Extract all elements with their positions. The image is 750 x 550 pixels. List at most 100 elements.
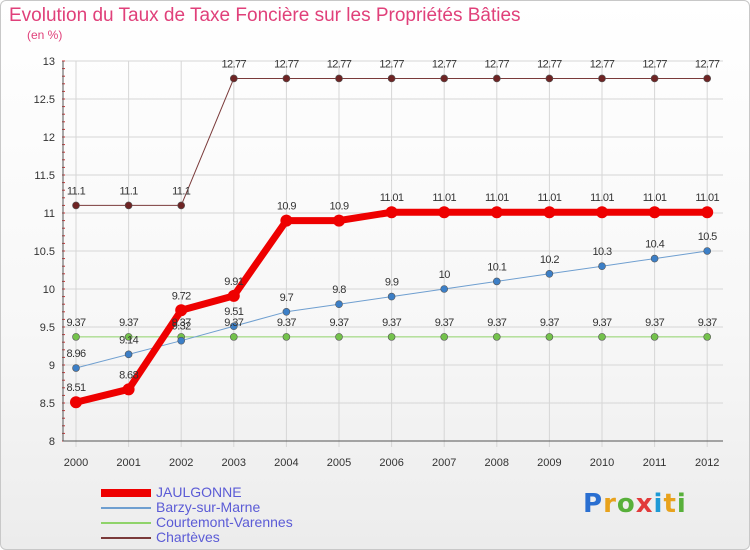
- data-point: [703, 333, 712, 341]
- y-tick-label: 10: [43, 284, 55, 296]
- data-point: [282, 333, 291, 341]
- data-point: [545, 269, 554, 278]
- data-label: 12.77: [642, 58, 667, 70]
- data-label: 12.77: [327, 58, 352, 70]
- data-label: 12.77: [695, 58, 720, 70]
- data-label: 12.77: [590, 58, 615, 70]
- y-tick-label: 13: [43, 56, 55, 68]
- data-label-layer: 11.1 11.1 11.1 12.77 12.77 12.77 12.77 12.77 12.…: [66, 58, 720, 394]
- chart-title: Evolution du Taux de Taxe Foncière sur l…: [9, 5, 521, 26]
- data-label: 9.37: [277, 317, 296, 329]
- data-label: 8.51: [66, 382, 85, 394]
- data-point: [387, 292, 396, 301]
- data-label: 9.37: [698, 317, 717, 329]
- logo-letter: P: [583, 489, 604, 519]
- data-label: 11.01: [380, 192, 404, 204]
- data-label: 11.01: [695, 192, 719, 204]
- data-label: 8.96: [66, 348, 85, 360]
- data-label: 11.1: [172, 185, 191, 197]
- data-label: 11.1: [119, 185, 138, 197]
- data-point: [70, 396, 82, 409]
- data-label: 9.37: [592, 317, 611, 329]
- data-label: 9.37: [119, 317, 138, 329]
- data-point: [438, 206, 451, 219]
- data-point: [124, 333, 133, 341]
- legend-label: Barzy-sur-Marne: [156, 499, 261, 515]
- data-point: [282, 74, 291, 83]
- data-point: [545, 74, 554, 83]
- data-point: [596, 206, 608, 219]
- data-point: [543, 206, 556, 219]
- logo-letter: i: [653, 489, 664, 519]
- data-point: [230, 333, 238, 341]
- data-label: 9.37: [224, 317, 243, 329]
- data-point: [335, 74, 343, 83]
- chart-subtitle: (en %): [27, 28, 63, 42]
- logo-letter: i: [676, 489, 687, 519]
- data-label: 12.77: [222, 58, 247, 70]
- x-tick-label: 2002: [169, 457, 193, 469]
- data-label: 9.37: [487, 317, 506, 329]
- data-label: 10.1: [487, 261, 506, 273]
- data-label: 12.77: [537, 58, 562, 70]
- data-point: [703, 247, 712, 255]
- legend-swatch: [101, 507, 151, 509]
- data-point: [177, 336, 185, 345]
- y-tick-label: 8: [49, 436, 55, 448]
- data-point: [124, 201, 133, 210]
- logo-letter: t: [663, 489, 677, 519]
- data-point: [230, 322, 238, 331]
- data-label: 11.01: [643, 192, 667, 204]
- data-point: [72, 333, 80, 341]
- data-label: 10.9: [277, 201, 296, 213]
- data-point: [175, 304, 188, 317]
- data-point: [282, 307, 291, 316]
- y-tick-label: 8.5: [40, 398, 55, 410]
- data-label: 11.01: [485, 192, 509, 204]
- y-tick-label: 9: [49, 360, 55, 372]
- data-point: [72, 201, 80, 210]
- data-point: [490, 206, 503, 219]
- x-tick-label: 2010: [590, 457, 614, 469]
- x-tick-label: 2012: [695, 457, 719, 469]
- y-tick-label: 9.5: [40, 322, 55, 334]
- data-label: 11.01: [538, 192, 562, 204]
- x-tick-label: 2005: [327, 457, 351, 469]
- data-point: [650, 333, 659, 341]
- data-point: [227, 289, 240, 302]
- x-tick-label: 2001: [116, 457, 140, 469]
- logo-letter: o: [616, 489, 636, 519]
- data-point: [333, 214, 345, 227]
- proxiti-logo: Proxiti: [583, 489, 687, 519]
- x-tick-label: 2006: [379, 457, 403, 469]
- data-point: [335, 333, 343, 341]
- data-point: [598, 74, 606, 83]
- data-point: [648, 206, 661, 219]
- data-label: 12.77: [485, 58, 510, 70]
- y-tick-label: 12: [43, 132, 55, 144]
- data-point: [492, 74, 501, 83]
- data-label: 9.37: [329, 317, 348, 329]
- data-label: 10.5: [698, 231, 717, 243]
- data-label: 9.91: [224, 276, 243, 288]
- x-tick-label: 2008: [485, 457, 509, 469]
- data-point: [177, 201, 185, 210]
- legend-label: Courtemont-Varennes: [156, 514, 293, 530]
- data-point: [545, 333, 554, 341]
- data-point: [701, 206, 714, 219]
- logo-letter: x: [635, 489, 654, 519]
- data-label: 9.51: [224, 306, 243, 318]
- data-label: 9.9: [385, 277, 399, 289]
- data-point: [122, 383, 135, 396]
- data-label: 10: [439, 269, 451, 281]
- data-point: [598, 333, 606, 341]
- x-tick-label: 2004: [274, 457, 298, 469]
- series-layer: [70, 74, 714, 409]
- data-label: 9.37: [540, 317, 559, 329]
- data-label: 9.37: [435, 317, 454, 329]
- data-label: 9.14: [119, 334, 138, 346]
- data-label: 11.01: [432, 192, 456, 204]
- grid-layer: [63, 60, 723, 447]
- data-label: 9.37: [172, 317, 191, 329]
- data-point: [650, 254, 659, 263]
